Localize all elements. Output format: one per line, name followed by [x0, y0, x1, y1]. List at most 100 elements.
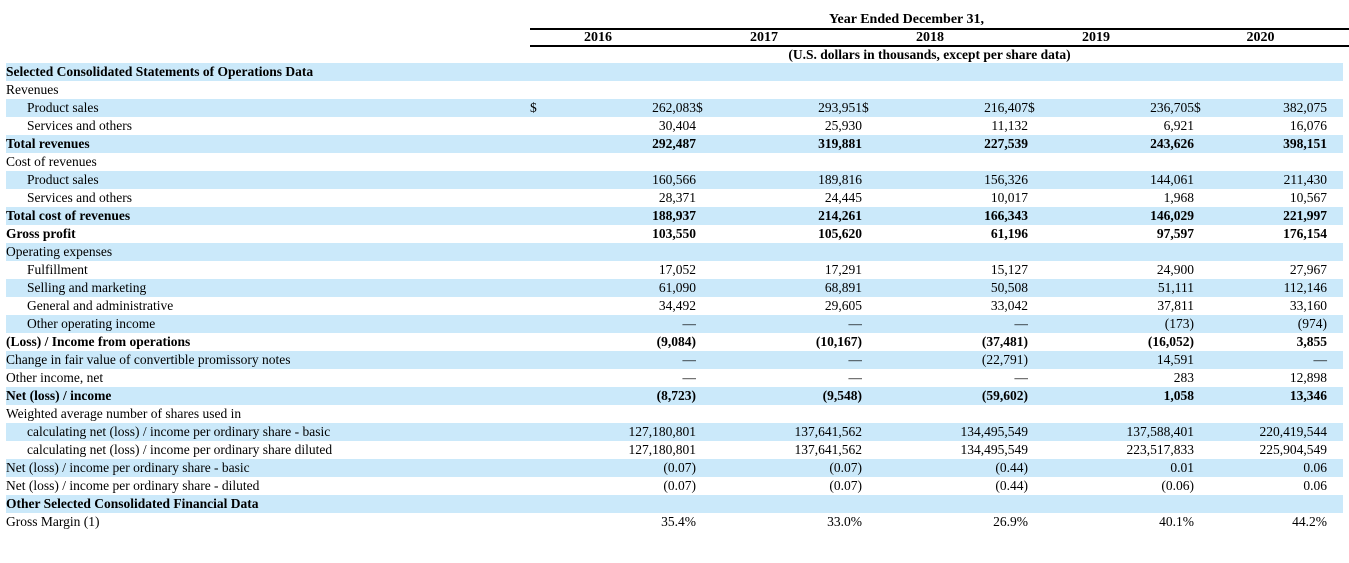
table-row: Total cost of revenues 188,937 214,261 166,… — [6, 207, 1343, 225]
value-cell: — — [564, 351, 696, 369]
table-row: Total revenues 292,487 319,881 227,539 243,6… — [6, 135, 1343, 153]
value-cell — [1062, 153, 1194, 171]
currency-symbol — [530, 441, 564, 459]
value-cell: (59,602) — [896, 387, 1028, 405]
value-cell: 127,180,801 — [628, 442, 697, 457]
table-row: Services and others 28,371 24,445 10,017 1,9… — [6, 189, 1343, 207]
table-row: Revenues — [6, 81, 1343, 99]
currency-symbol — [1028, 369, 1062, 387]
value-cell: 10,567 — [1289, 190, 1327, 205]
value-cell — [730, 405, 862, 423]
row-label: Total cost of revenues — [6, 207, 530, 225]
currency-symbol — [1028, 261, 1062, 279]
row-label: (Loss) / Income from operations — [6, 334, 191, 349]
currency-symbol — [530, 243, 564, 261]
row-label: Other income, net — [6, 370, 104, 385]
value-cell: 137,641,562 — [730, 423, 862, 441]
currency-symbol — [862, 225, 896, 243]
value-cell: 146,029 — [1062, 207, 1194, 225]
value-cell: 17,291 — [824, 262, 862, 277]
currency-symbol — [530, 207, 564, 225]
value-cell — [1062, 243, 1194, 261]
currency-symbol — [696, 243, 730, 261]
value-cell: (0.07) — [829, 478, 862, 493]
value-cell — [896, 495, 1028, 513]
currency-symbol — [696, 135, 730, 153]
value-cell: 28,371 — [658, 190, 696, 205]
currency-symbol — [530, 513, 564, 531]
value-cell: 227,539 — [896, 135, 1028, 153]
value-cell — [1228, 81, 1343, 99]
currency-symbol — [530, 135, 564, 153]
value-cell: — — [848, 370, 863, 385]
value-cell: 216,407 — [896, 99, 1028, 117]
value-cell — [564, 405, 696, 423]
table-row: Operating expenses — [6, 243, 1343, 261]
value-cell: (173) — [1062, 315, 1194, 333]
currency-symbol — [696, 279, 730, 297]
currency-symbol — [1028, 405, 1062, 423]
value-cell: 97,597 — [1156, 226, 1194, 241]
value-cell: — — [564, 315, 696, 333]
currency-symbol — [1028, 333, 1062, 351]
value-cell — [564, 243, 696, 261]
row-label: Services and others — [27, 190, 132, 205]
value-cell: 29,605 — [824, 298, 862, 313]
value-cell: 127,180,801 — [564, 423, 696, 441]
currency-symbol — [1194, 369, 1228, 387]
row-label: Product sales — [6, 171, 530, 189]
currency-symbol — [862, 261, 896, 279]
value-cell — [564, 495, 696, 513]
currency-symbol — [1194, 189, 1228, 207]
value-cell: 134,495,549 — [960, 442, 1029, 457]
currency-symbol — [696, 207, 730, 225]
currency-symbol — [1028, 81, 1062, 99]
table-row: Services and others 30,404 25,930 11,132 6,9… — [6, 117, 1343, 135]
value-cell — [896, 81, 1028, 99]
currency-symbol — [530, 369, 564, 387]
value-cell — [1228, 405, 1343, 423]
value-cell: 236,705 — [1062, 99, 1194, 117]
currency-symbol — [530, 63, 564, 81]
currency-symbol — [862, 297, 896, 315]
currency-symbol — [862, 441, 896, 459]
currency-symbol — [862, 207, 896, 225]
currency-symbol — [1028, 243, 1062, 261]
value-cell — [564, 63, 696, 81]
value-cell: 51,111 — [1062, 279, 1194, 297]
currency-symbol — [1194, 495, 1228, 513]
value-cell: (0.06) — [1161, 478, 1194, 493]
currency-symbol — [530, 423, 564, 441]
value-cell: 50,508 — [896, 279, 1028, 297]
currency-symbol — [1194, 279, 1228, 297]
value-cell — [1062, 81, 1194, 99]
value-cell: 25,930 — [824, 118, 862, 133]
value-cell: 176,154 — [1283, 226, 1327, 241]
currency-symbol — [1028, 171, 1062, 189]
currency-symbol — [1194, 333, 1228, 351]
value-cell: 6,921 — [1163, 118, 1194, 133]
table-row: Selling and marketing 61,090 68,891 50,508 5… — [6, 279, 1343, 297]
table-row: Change in fair value of convertible prom… — [6, 351, 1343, 369]
currency-symbol — [696, 225, 730, 243]
financial-table: Selected Consolidated Statements of Oper… — [6, 63, 1343, 531]
value-cell: 27,967 — [1289, 262, 1327, 277]
table-row: Other Selected Consolidated Financial Da… — [6, 495, 1343, 513]
value-cell: 398,151 — [1228, 135, 1343, 153]
row-label: Gross Margin (1) — [6, 514, 100, 529]
currency-symbol — [1028, 207, 1062, 225]
currency-symbol — [1028, 387, 1062, 405]
value-cell: 283 — [1173, 370, 1194, 385]
currency-symbol — [1194, 315, 1228, 333]
value-cell: 211,430 — [1228, 171, 1343, 189]
currency-symbol — [1028, 63, 1062, 81]
table-row: calculating net (loss) / income per ordi… — [6, 441, 1343, 459]
currency-symbol — [530, 477, 564, 495]
currency-symbol — [1194, 153, 1228, 171]
currency-symbol — [530, 171, 564, 189]
value-cell: 16,076 — [1289, 118, 1327, 133]
value-cell: 134,495,549 — [896, 423, 1028, 441]
year-header-row: 2016 2017 2018 2019 2020 — [530, 28, 1349, 47]
value-cell: 61,196 — [990, 226, 1028, 241]
currency-symbol: $ — [1028, 99, 1062, 117]
